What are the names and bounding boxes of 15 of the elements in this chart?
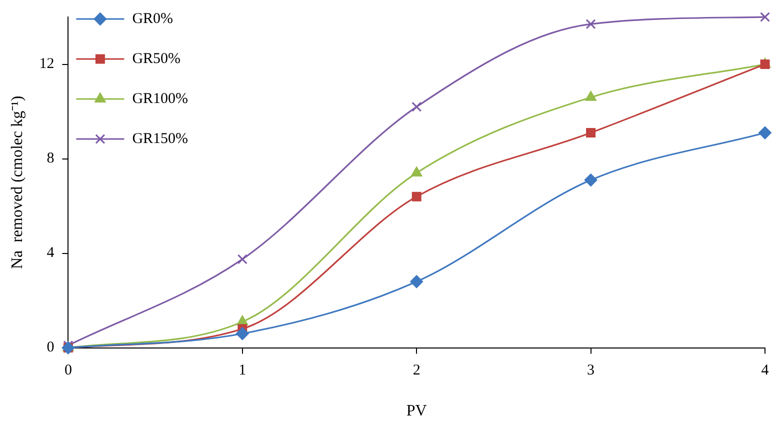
x-tick-label: 0 xyxy=(64,362,72,379)
y-tick-label: 4 xyxy=(46,245,55,262)
y-tick-label: 0 xyxy=(46,340,54,356)
legend-label: GR150% xyxy=(132,130,188,147)
x-axis-title: PV xyxy=(406,402,428,420)
x-tick-label: 1 xyxy=(238,362,246,379)
y-axis-title: Na removed (cmolec kg⁻¹) xyxy=(8,96,26,270)
x-tick-label: 2 xyxy=(412,362,420,379)
y-tick-label: 12 xyxy=(39,56,54,72)
x-tick-label: 3 xyxy=(587,362,595,379)
y-tick-label: 8 xyxy=(46,150,54,167)
legend-label: GR100% xyxy=(132,90,188,107)
x-tick-label: 4 xyxy=(761,362,770,379)
legend-label: GR50% xyxy=(132,50,181,67)
legend-label: GR0% xyxy=(132,10,174,27)
